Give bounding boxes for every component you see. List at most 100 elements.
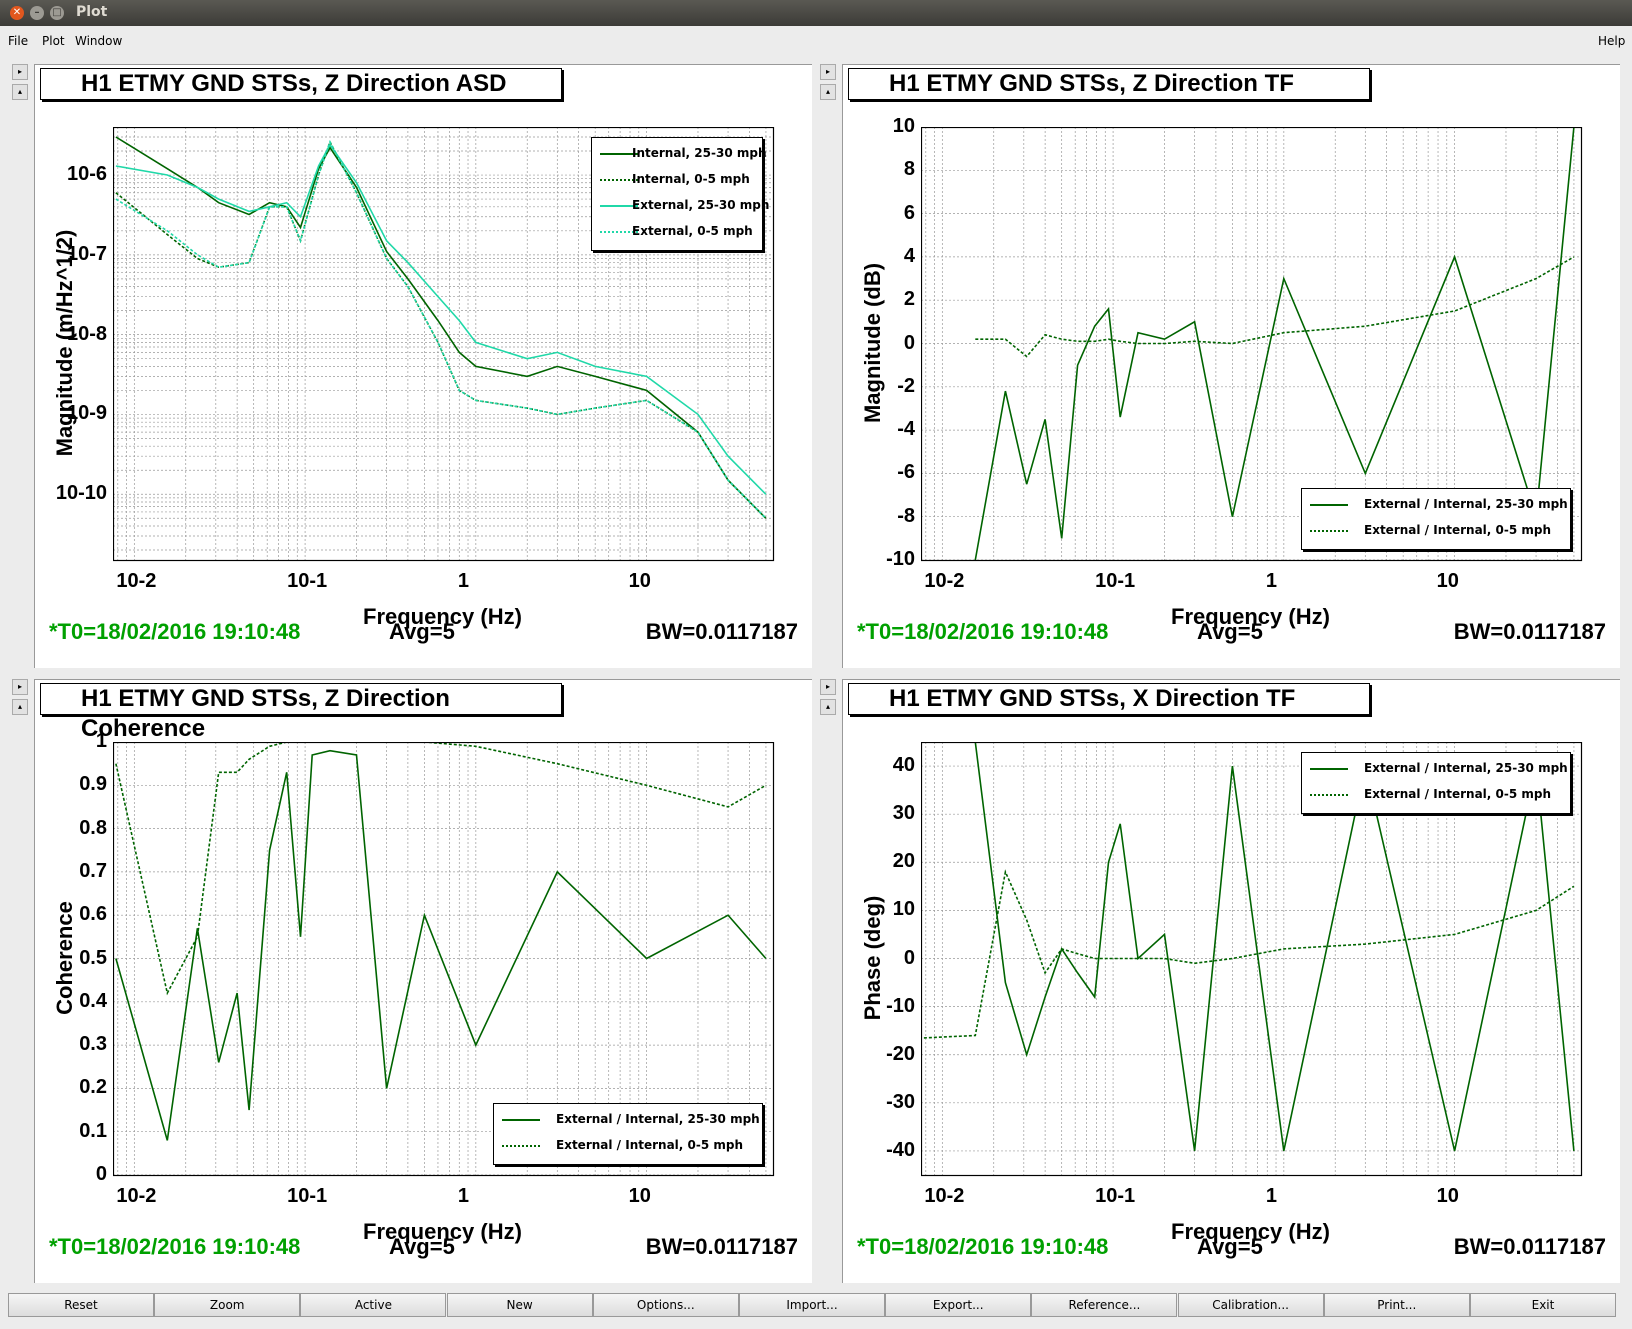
plot-panel-2[interactable]: H1 ETMY GND STSs, Z Direction TF 10 8 6 4 2 0 -… xyxy=(842,64,1620,668)
legend-label: External / Internal, 0-5 mph xyxy=(1364,523,1552,537)
y-tick-label: 0.1 xyxy=(79,1119,107,1142)
y-tick-label: 20 xyxy=(892,850,915,873)
x-axis-label: Frequency (Hz) xyxy=(363,604,522,629)
x-tick-label: 10-2 xyxy=(116,1185,157,1207)
button-active[interactable]: Active xyxy=(300,1293,447,1317)
y-tick-label: 0.6 xyxy=(79,903,107,926)
y-tick-label: 10 xyxy=(892,115,915,137)
maximize-icon[interactable]: □ xyxy=(50,6,64,20)
y-tick-label: 0.2 xyxy=(79,1076,107,1099)
close-icon[interactable]: ✕ xyxy=(10,6,24,20)
panel-scroll-arrow-icon[interactable]: ▴ xyxy=(820,84,836,100)
plot-frame[interactable] xyxy=(113,127,775,562)
button-exit[interactable]: Exit xyxy=(1470,1293,1616,1317)
plot-frame[interactable] xyxy=(921,742,1583,1177)
legend: Internal, 25-30 mph Internal, 0-5 mph Exte… xyxy=(591,137,769,251)
legend-swatch xyxy=(1310,768,1348,770)
x-tick-label: 10 xyxy=(628,1185,651,1207)
button-export[interactable]: Export... xyxy=(885,1293,1032,1317)
x-tick-label: 10-2 xyxy=(924,570,965,592)
legend: External / Internal, 25-30 mph External /… xyxy=(493,1103,763,1165)
legend-swatch xyxy=(1310,530,1348,532)
series-line-2 xyxy=(115,742,767,996)
button-import[interactable]: Import... xyxy=(739,1293,885,1317)
legend: External / Internal, 25-30 mph External /… xyxy=(1301,488,1571,550)
y-tick-label: 10-6 xyxy=(66,163,107,186)
y-tick-label: 0.3 xyxy=(79,1033,107,1056)
x-tick-label: 10-2 xyxy=(116,570,157,592)
button-print[interactable]: Print... xyxy=(1323,1293,1470,1317)
legend-label: External / Internal, 25-30 mph xyxy=(556,1112,760,1126)
y-tick-label: -6 xyxy=(897,461,915,484)
y-tick-label: 10 xyxy=(892,898,915,921)
menu-window[interactable]: Window xyxy=(75,34,123,48)
legend-label: External / Internal, 0-5 mph xyxy=(556,1138,744,1152)
footer-t0: *T0=18/02/2016 19:10:48 xyxy=(857,619,1109,644)
minimize-icon[interactable]: – xyxy=(30,6,44,20)
button-options[interactable]: Options... xyxy=(592,1293,739,1317)
button-calibration[interactable]: Calibration... xyxy=(1177,1293,1324,1317)
panel-scroll-arrow-icon[interactable]: ▴ xyxy=(12,84,28,100)
y-tick-label: -10 xyxy=(886,548,915,570)
window-titlebar: ✕ – □ Plot xyxy=(0,0,1632,26)
x-axis-label: Frequency (Hz) xyxy=(1171,1219,1330,1244)
y-tick-label: 40 xyxy=(892,754,915,777)
x-axis-label: Frequency (Hz) xyxy=(363,1219,522,1244)
menu-help[interactable]: Help xyxy=(1598,34,1626,48)
x-tick-label: 10 xyxy=(1436,1185,1459,1207)
legend-entry: Internal, 25-30 mph xyxy=(592,144,766,164)
footer-bw: BW=0.0117187 xyxy=(645,619,798,644)
legend-label: Internal, 0-5 mph xyxy=(632,172,750,186)
plot-border xyxy=(921,127,1583,562)
y-tick-label: -4 xyxy=(897,418,915,441)
legend-label: External, 25-30 mph xyxy=(632,198,770,212)
y-tick-label: -30 xyxy=(886,1090,915,1113)
plot-border xyxy=(113,127,775,562)
series-line-1 xyxy=(115,136,767,519)
x-tick-label: 10-1 xyxy=(1095,570,1136,592)
legend-swatch xyxy=(1310,504,1348,506)
button-new[interactable]: New xyxy=(446,1293,593,1317)
y-tick-label: 0.4 xyxy=(79,989,107,1012)
legend-swatch xyxy=(1310,794,1348,796)
legend-swatch xyxy=(502,1119,540,1121)
plot-frame[interactable] xyxy=(921,127,1583,562)
button-zoom[interactable]: Zoom xyxy=(154,1293,301,1317)
legend-swatch xyxy=(600,153,638,155)
y-tick-label: 2 xyxy=(903,288,915,311)
panel-expand-arrow-icon[interactable]: ▸ xyxy=(820,64,836,80)
button-bar: Reset Zoom Active New Options... Import... Exp… xyxy=(0,1290,1632,1320)
footer-t0: *T0=18/02/2016 19:10:48 xyxy=(49,1234,301,1259)
plot-frame[interactable] xyxy=(113,742,775,1177)
legend-label: External / Internal, 25-30 mph xyxy=(1364,497,1568,511)
panel-scroll-arrow-icon[interactable]: ▴ xyxy=(820,699,836,715)
panel-expand-arrow-icon[interactable]: ▸ xyxy=(12,64,28,80)
x-tick-label: 10-1 xyxy=(1095,1185,1136,1207)
x-axis-label: Frequency (Hz) xyxy=(1171,604,1330,629)
plot-panel-1[interactable]: H1 ETMY GND STSs, Z Direction ASD 10-6 10-… xyxy=(34,64,812,668)
y-tick-label: 8 xyxy=(903,158,915,181)
plot-border xyxy=(921,742,1583,1177)
footer-t0: *T0=18/02/2016 19:10:48 xyxy=(49,619,301,644)
menu-file[interactable]: File xyxy=(8,34,29,48)
y-tick-label: 30 xyxy=(892,802,915,825)
plot-title: H1 ETMY GND STSs, X Direction TF xyxy=(848,683,1370,715)
y-axis-label: Coherence xyxy=(52,900,77,1015)
menu-plot[interactable]: Plot xyxy=(42,34,65,48)
x-tick-label: 10 xyxy=(1436,570,1459,592)
y-tick-label: 0 xyxy=(95,1163,107,1185)
series-line-3 xyxy=(115,143,767,495)
legend-label: External, 0-5 mph xyxy=(632,224,753,238)
panel-scroll-arrow-icon[interactable]: ▴ xyxy=(12,699,28,715)
button-reset[interactable]: Reset xyxy=(8,1293,154,1317)
button-reference[interactable]: Reference... xyxy=(1031,1293,1178,1317)
y-tick-label: 0.9 xyxy=(79,773,107,796)
x-tick-label: 10-1 xyxy=(287,570,328,592)
y-axis-label: Magnitude (dB) xyxy=(860,262,885,423)
legend-entry: External / Internal, 0-5 mph xyxy=(1302,521,1570,541)
y-axis-label: Magnitude (m/Hz^1/2) xyxy=(52,229,77,456)
plot-panel-4[interactable]: H1 ETMY GND STSs, X Direction TF 40 30 20 10… xyxy=(842,679,1620,1283)
panel-expand-arrow-icon[interactable]: ▸ xyxy=(12,679,28,695)
plot-panel-3[interactable]: H1 ETMY GND STSs, Z Direction Coherence 1… xyxy=(34,679,812,1283)
panel-expand-arrow-icon[interactable]: ▸ xyxy=(820,679,836,695)
